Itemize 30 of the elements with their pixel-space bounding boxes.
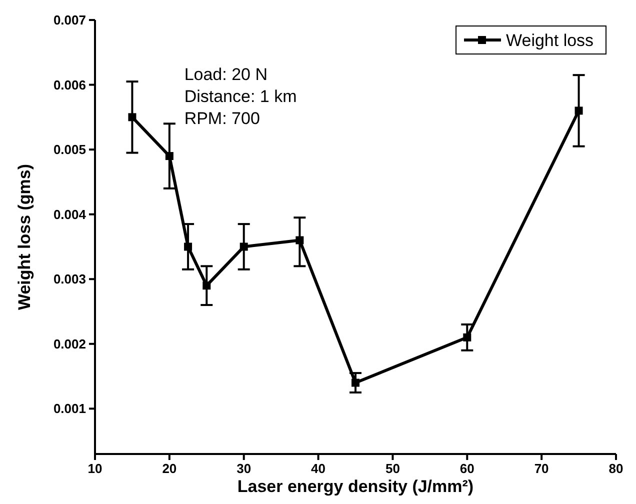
x-tick-label: 50 [385, 461, 400, 476]
x-axis-title: Laser energy density (J/mm²) [237, 477, 474, 496]
point [240, 242, 248, 251]
x-tick-label: 70 [534, 461, 549, 476]
x-tick-label: 10 [88, 461, 102, 476]
point [184, 242, 192, 251]
y-tick-label: 0.006 [53, 77, 86, 92]
point [352, 378, 360, 387]
point [574, 106, 583, 115]
legend-label: Weight loss [506, 30, 594, 50]
point [296, 236, 304, 244]
point [202, 282, 211, 290]
x-tick-label: 20 [162, 461, 177, 476]
x-tick-label: 80 [608, 461, 624, 476]
point [463, 333, 472, 342]
x-tick-label: 60 [460, 461, 474, 476]
x-tick-label: 30 [236, 461, 252, 476]
y-tick-label: 0.007 [53, 12, 86, 28]
point [165, 152, 174, 160]
annotation: Load: 20 N [184, 65, 268, 84]
y-tick-label: 0.002 [53, 336, 86, 352]
y-tick-label: 0.003 [53, 272, 86, 287]
y-tick-label: 0.005 [53, 142, 86, 158]
y-tick-label: 0.004 [53, 206, 87, 222]
point [128, 113, 136, 122]
annotation: Distance: 1 km [184, 87, 297, 106]
y-axis-title: Weight loss (gms) [15, 164, 34, 310]
y-tick-label: 0.001 [53, 401, 86, 416]
annotation: RPM: 700 [184, 109, 260, 128]
x-tick-label: 40 [311, 461, 326, 476]
